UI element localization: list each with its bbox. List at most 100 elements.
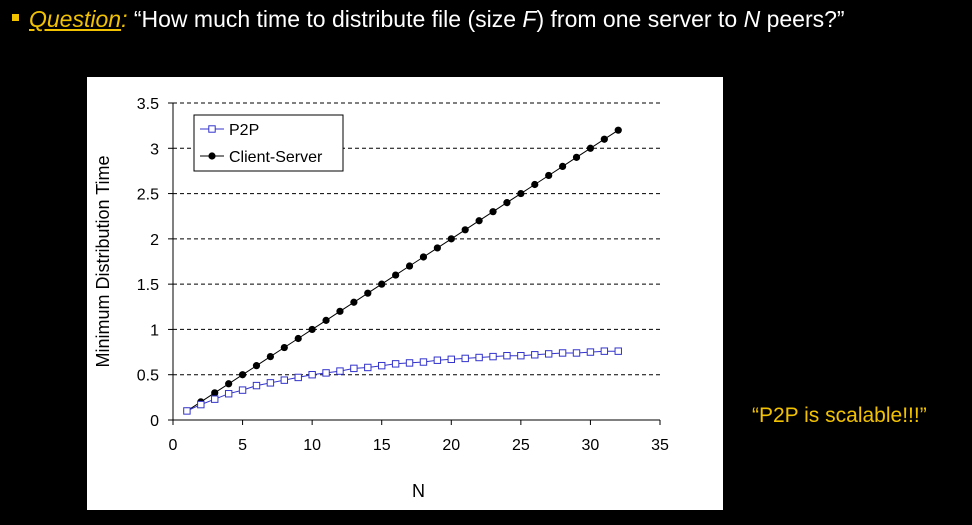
- data-point-p2p: [211, 395, 219, 403]
- data-point-p2p: [572, 349, 581, 357]
- question-colon: :: [121, 6, 128, 32]
- data-point-p2p: [544, 350, 553, 358]
- data-point-client-server: [419, 253, 428, 261]
- question-label: Question: [29, 6, 122, 32]
- data-point-p2p: [364, 363, 372, 372]
- data-point-client-server: [350, 298, 358, 306]
- data-point-p2p: [600, 347, 609, 355]
- x-tick-label: 35: [651, 437, 669, 454]
- data-point-client-server: [392, 271, 400, 279]
- data-point-p2p: [322, 369, 330, 377]
- scalable-note: “P2P is scalable!!!”: [752, 404, 927, 427]
- x-tick-label: 15: [373, 437, 391, 454]
- data-point-p2p: [614, 347, 622, 355]
- data-point-client-server: [600, 135, 608, 143]
- y-tick-label: 3: [150, 141, 159, 158]
- data-point-client-server: [614, 126, 622, 134]
- data-point-p2p: [586, 348, 595, 356]
- data-point-p2p: [280, 376, 289, 384]
- x-tick-label: 0: [169, 437, 178, 454]
- data-point-p2p: [461, 354, 469, 363]
- data-point-p2p: [433, 356, 442, 364]
- y-tick-label: 3.5: [137, 96, 159, 113]
- y-tick-label: 2: [150, 232, 159, 249]
- legend-marker-client-server: [208, 152, 216, 160]
- data-point-p2p: [503, 351, 511, 360]
- legend-label-p2p: P2P: [229, 122, 259, 139]
- data-point-p2p: [336, 367, 344, 375]
- chart-panel: 0 0.5 1 1.5 2 2.5 3 3.5 0 5 10 15 20 25 30 35 N Minimum D…: [87, 77, 723, 510]
- legend-marker-p2p: [208, 125, 216, 133]
- y-tick-label: 1.5: [137, 277, 159, 294]
- data-point-p2p: [489, 352, 497, 361]
- data-point-client-server: [308, 325, 316, 334]
- bullet-icon: [12, 14, 19, 22]
- data-point-client-server: [405, 262, 414, 270]
- data-point-client-server: [378, 280, 386, 288]
- data-point-p2p: [419, 358, 428, 366]
- data-point-client-server: [433, 244, 441, 252]
- y-tick-label: 0.5: [137, 368, 159, 385]
- x-tick-label: 25: [512, 437, 530, 454]
- data-point-client-server: [322, 316, 330, 324]
- data-point-p2p: [558, 349, 567, 357]
- x-tick-label: 10: [303, 437, 321, 454]
- data-point-p2p: [224, 390, 233, 398]
- question-text-open: “How much time to distribute file (size: [133, 6, 523, 32]
- x-tick-label: 20: [442, 437, 460, 454]
- data-point-client-server: [252, 362, 261, 370]
- data-point-p2p: [252, 381, 261, 390]
- data-point-client-server: [489, 208, 497, 216]
- data-point-client-server: [531, 180, 539, 189]
- data-point-client-server: [225, 380, 233, 388]
- data-point-p2p: [266, 379, 275, 387]
- question-text-close: peers?”: [760, 6, 845, 32]
- data-point-p2p: [238, 386, 247, 394]
- data-point-client-server: [280, 343, 288, 352]
- y-tick-label: 0: [150, 413, 159, 430]
- x-tick-label: 5: [238, 437, 247, 454]
- data-point-client-server: [266, 353, 274, 361]
- x-tick-label: 30: [582, 437, 600, 454]
- data-point-p2p: [183, 407, 191, 415]
- data-point-client-server: [517, 189, 525, 198]
- data-point-client-server: [586, 144, 595, 152]
- data-point-client-server: [447, 235, 455, 243]
- data-point-p2p: [197, 400, 205, 409]
- data-point-client-server: [545, 171, 553, 180]
- legend: P2P Client-Server: [193, 114, 344, 172]
- series-line-p2p: [186, 350, 619, 412]
- data-point-client-server: [336, 307, 344, 315]
- question-var-f: F: [522, 6, 537, 32]
- data-point-client-server: [211, 389, 219, 397]
- x-axis-label: N: [412, 481, 425, 501]
- y-tick-label: 2.5: [137, 187, 159, 204]
- legend-box: [193, 114, 344, 172]
- data-point-p2p: [447, 355, 455, 364]
- data-point-client-server: [475, 217, 483, 225]
- data-point-client-server: [238, 371, 247, 379]
- distribution-time-chart: 0 0.5 1 1.5 2 2.5 3 3.5 0 5 10 15 20 25 30 35 N Minimum D…: [93, 96, 669, 501]
- data-point-p2p: [475, 353, 483, 362]
- y-axis-label: Minimum Distribution Time: [93, 155, 113, 367]
- data-point-p2p: [531, 351, 539, 359]
- data-point-p2p: [517, 351, 525, 360]
- data-point-p2p: [294, 373, 302, 382]
- question-text-mid: ) from one server to: [536, 6, 744, 32]
- data-point-p2p: [378, 361, 386, 370]
- data-point-p2p: [350, 364, 358, 373]
- data-point-client-server: [461, 226, 469, 234]
- data-point-p2p: [405, 359, 414, 367]
- legend-label-client-server: Client-Server: [229, 149, 323, 166]
- question-var-n: N: [743, 6, 761, 32]
- y-tick-label: 1: [150, 322, 159, 339]
- data-point-client-server: [364, 289, 372, 297]
- data-point-client-server: [503, 199, 511, 207]
- data-point-client-server: [559, 162, 567, 170]
- data-point-p2p: [308, 371, 316, 379]
- series-line-client-server: [186, 129, 619, 412]
- data-point-p2p: [391, 360, 400, 368]
- data-point-client-server: [572, 153, 581, 161]
- data-point-client-server: [294, 334, 302, 343]
- question-heading: Question: “How much time to distribute f…: [12, 6, 845, 33]
